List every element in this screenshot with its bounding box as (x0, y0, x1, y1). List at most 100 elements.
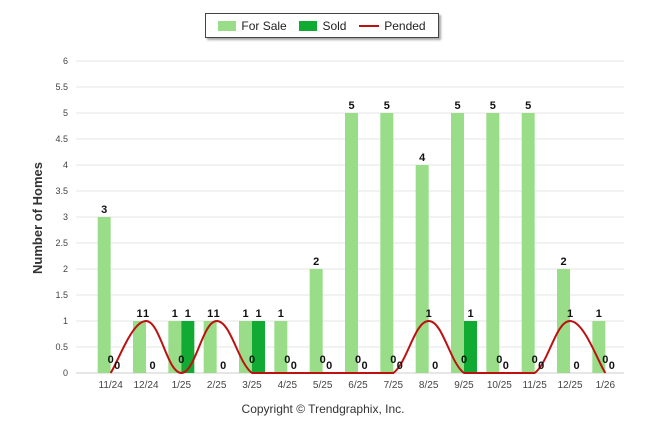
data-label-for-sale: 5 (348, 100, 354, 112)
legend-item-pended[interactable]: Pended (359, 18, 426, 33)
bar-for-sale (345, 113, 358, 373)
data-label-pended: 0 (284, 354, 290, 366)
y-tick-label: 2 (63, 264, 68, 274)
legend-swatch-for-sale (218, 20, 237, 31)
bar-for-sale (274, 321, 288, 373)
bar-sold (464, 321, 477, 373)
x-tick-label: 3/25 (242, 380, 262, 391)
legend-swatch-sold (299, 20, 318, 31)
pended-line (109, 319, 607, 375)
data-label-sold: 0 (397, 360, 403, 372)
data-label-for-sale: 5 (490, 100, 496, 112)
x-tick-label: 1/25 (172, 380, 192, 391)
y-tick-label: 6 (63, 56, 68, 66)
y-tick-label: 5.5 (55, 82, 68, 92)
legend-label-for-sale: For Sale (241, 18, 287, 33)
y-axis-label: Number of Homes (30, 162, 45, 274)
data-label-sold: 0 (361, 360, 367, 372)
x-axis-ticks: 11/24 12/24 1/25 2/25 3/25 4/25 5/25 6/25 7/25 8/… (99, 380, 616, 391)
data-label-for-sale: 2 (313, 256, 319, 268)
bar-for-sale (133, 321, 146, 373)
y-tick-label: 4 (63, 160, 68, 170)
x-tick-label: 7/25 (384, 380, 404, 391)
data-label-pended: 0 (320, 354, 326, 366)
data-label-for-sale: 3 (101, 204, 107, 216)
bar-for-sale (309, 269, 323, 373)
data-label-pended: 0 (355, 354, 361, 366)
data-label-pended: 0 (390, 354, 396, 366)
data-label-sold: 0 (432, 360, 438, 372)
bars (97, 113, 606, 373)
bar-sold (181, 321, 195, 373)
data-label-for-sale: 1 (596, 308, 602, 320)
copyright-text: Copyright © Trendgraphix, Inc. (241, 402, 405, 416)
data-label-sold: 1 (467, 308, 473, 320)
data-label-sold: 0 (326, 360, 332, 372)
legend-item-for-sale[interactable]: For Sale (218, 18, 287, 33)
bar-sold (252, 321, 265, 373)
x-tick-label: 4/25 (278, 380, 298, 391)
x-tick-label: 8/25 (419, 380, 439, 391)
data-label-for-sale: 2 (560, 256, 566, 268)
data-label-sold: 1 (255, 308, 261, 320)
data-label-sold: 0 (291, 360, 297, 372)
data-label-for-sale: 1 (242, 308, 248, 320)
data-label-sold: 0 (573, 360, 579, 372)
x-tick-label: 5/25 (313, 380, 333, 391)
data-label-sold: 0 (503, 360, 509, 372)
x-tick-label: 2/25 (207, 380, 227, 391)
x-tick-label: 9/25 (454, 380, 474, 391)
data-label-sold: 0 (149, 360, 155, 372)
bar-for-sale (203, 321, 217, 373)
data-label-pended: 0 (178, 354, 184, 366)
data-label-pended: 0 (532, 354, 538, 366)
x-tick-label: 11/24 (99, 380, 124, 391)
bar-for-sale (97, 217, 111, 373)
x-tick-label: 10/25 (487, 380, 512, 391)
data-label-for-sale: 4 (419, 152, 426, 164)
data-label-for-sale: 1 (172, 308, 178, 320)
y-tick-label: 1 (63, 316, 68, 326)
y-tick-label: 3 (63, 212, 68, 222)
data-label-sold: 0 (538, 360, 544, 372)
pended-series-line (109, 319, 607, 375)
y-tick-label: 3.5 (55, 186, 68, 196)
bar-for-sale (486, 113, 500, 373)
data-label-for-sale: 1 (278, 308, 284, 320)
data-label-sold: 1 (185, 308, 191, 320)
data-label-pended: 1 (426, 308, 432, 320)
legend-label-pended: Pended (384, 18, 426, 33)
data-label-pended: 0 (461, 354, 467, 366)
legend-item-sold[interactable]: Sold (299, 19, 346, 33)
data-label-for-sale: 5 (384, 100, 390, 112)
y-tick-label: 1.5 (55, 290, 68, 300)
legend-label-sold: Sold (322, 18, 347, 33)
data-label-pended: 0 (108, 354, 114, 366)
data-label-pended: 1 (567, 308, 573, 320)
bar-for-sale (451, 113, 464, 373)
bar-for-sale (557, 269, 570, 373)
y-tick-label: 4.5 (55, 134, 68, 144)
legend: For Sale Sold Pended (205, 13, 439, 38)
data-label-sold: 0 (220, 360, 226, 372)
bar-for-sale (380, 113, 394, 373)
bar-for-sale (521, 113, 535, 373)
data-label-sold: 0 (609, 360, 615, 372)
data-label-for-sale: 1 (207, 308, 213, 320)
x-tick-label: 11/25 (523, 380, 548, 391)
legend-swatch-pended (359, 24, 380, 27)
data-label-pended: 1 (214, 308, 220, 320)
data-label-for-sale: 5 (525, 100, 531, 112)
data-label-pended: 1 (143, 308, 149, 320)
y-tick-label: 2.5 (55, 238, 68, 248)
bar-for-sale (592, 321, 606, 373)
data-label-pended: 0 (496, 354, 502, 366)
x-tick-label: 12/25 (557, 380, 582, 391)
y-axis-ticks: 0 0.5 1 1.5 2 2.5 3 3.5 4 4.5 5 5.5 6 (55, 56, 68, 378)
bar-for-sale (168, 321, 182, 373)
x-tick-label: 12/24 (133, 380, 158, 391)
data-label-pended: 0 (249, 354, 255, 366)
y-tick-label: 5 (63, 108, 68, 118)
